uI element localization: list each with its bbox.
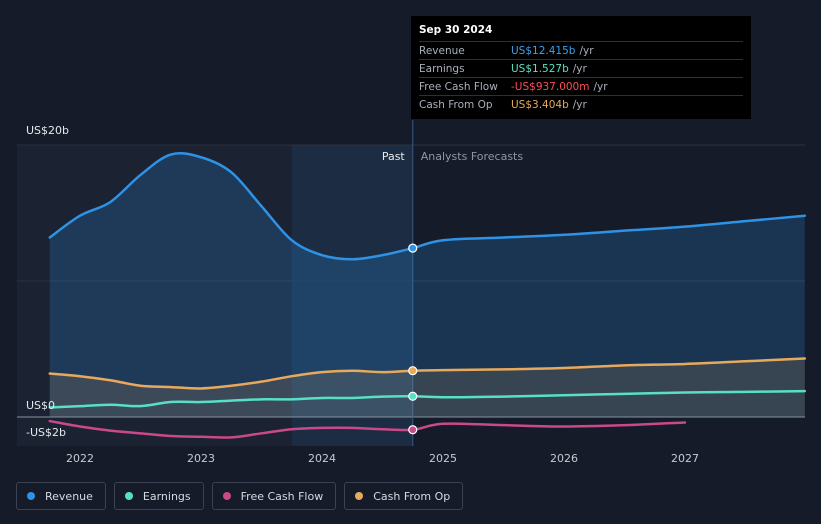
tooltip-unit: /yr bbox=[593, 80, 608, 93]
tooltip-row-cash-from-op: Cash From Op US$3.404b /yr bbox=[419, 95, 743, 113]
legend-item-revenue[interactable]: Revenue bbox=[16, 482, 106, 510]
tooltip-label: Revenue bbox=[419, 44, 465, 57]
tooltip-unit: /yr bbox=[572, 62, 587, 75]
earnings-line bbox=[48, 389, 807, 409]
x-tick-label: 2025 bbox=[429, 452, 457, 465]
tooltip-label: Free Cash Flow bbox=[419, 80, 498, 93]
legend-label: Revenue bbox=[45, 489, 93, 503]
legend-label: Cash From Op bbox=[373, 489, 451, 503]
tooltip-date: Sep 30 2024 bbox=[419, 24, 493, 36]
revenue-marker bbox=[408, 243, 418, 253]
legend-dot-icon bbox=[355, 492, 364, 500]
revenue-line bbox=[48, 152, 807, 261]
legend-dot-icon bbox=[222, 492, 231, 500]
tooltip-value: -US$937.000m bbox=[511, 80, 590, 93]
x-tick-label: 2022 bbox=[66, 452, 94, 465]
x-tick-label: 2023 bbox=[187, 452, 215, 465]
legend-item-earnings[interactable]: Earnings bbox=[113, 482, 204, 510]
tooltip-row-free-cash-flow: Free Cash Flow -US$937.000m /yr bbox=[419, 77, 743, 95]
y-axis-label: US$20b bbox=[26, 124, 69, 137]
cash-from-op-marker bbox=[408, 366, 418, 376]
tooltip-value: US$12.415b bbox=[511, 44, 576, 57]
tooltip-unit: /yr bbox=[572, 98, 587, 111]
tooltip-value: US$1.527b bbox=[511, 62, 569, 75]
free-cash-flow-marker bbox=[408, 425, 418, 435]
free-cash-flow-line bbox=[48, 419, 687, 439]
x-tick-label: 2024 bbox=[308, 452, 336, 465]
legend-label: Free Cash Flow bbox=[240, 489, 324, 503]
legend-item-cash-from-op[interactable]: Cash From Op bbox=[344, 482, 464, 510]
tooltip-unit: /yr bbox=[579, 44, 594, 57]
earnings-marker bbox=[408, 391, 418, 401]
legend-dot-icon bbox=[27, 492, 35, 500]
cash-from-op-area bbox=[49, 358, 805, 417]
x-tick-label: 2026 bbox=[550, 452, 578, 465]
tooltip-label: Cash From Op bbox=[419, 98, 493, 111]
tooltip-value: US$3.404b bbox=[511, 98, 569, 111]
y-axis-label: US$0 bbox=[26, 399, 55, 412]
forecast-label: Analysts Forecasts bbox=[421, 150, 524, 163]
legend-dot-icon bbox=[124, 492, 133, 500]
tooltip-row-earnings: Earnings US$1.527b /yr bbox=[419, 59, 743, 77]
x-tick-label: 2027 bbox=[671, 452, 699, 465]
legend-item-free-cash-flow[interactable]: Free Cash Flow bbox=[211, 482, 337, 510]
tooltip-row-revenue: Revenue US$12.415b /yr bbox=[419, 41, 743, 59]
legend-label: Earnings bbox=[142, 489, 191, 503]
y-axis-label: -US$2b bbox=[26, 426, 66, 439]
tooltip-panel: Sep 30 2024 Revenue US$12.415b /yr Earni… bbox=[411, 16, 751, 119]
cash-from-op-line bbox=[48, 357, 807, 390]
tooltip-label: Earnings bbox=[419, 62, 465, 75]
chart-legend: Revenue Earnings Free Cash Flow Cash Fro… bbox=[16, 482, 464, 510]
past-label: Past bbox=[382, 150, 406, 163]
revenue-area bbox=[49, 153, 805, 418]
